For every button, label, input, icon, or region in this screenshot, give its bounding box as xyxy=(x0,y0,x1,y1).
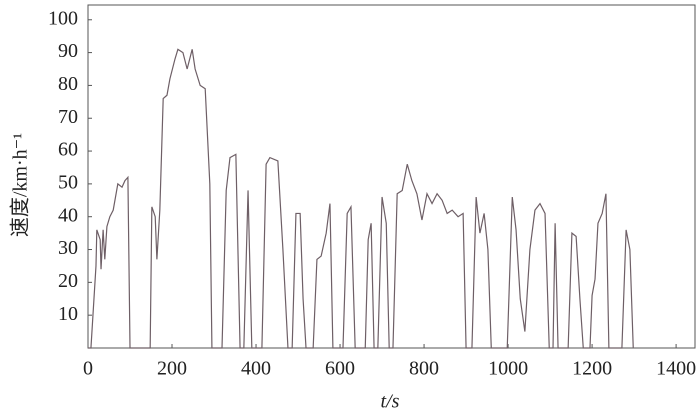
line-series xyxy=(88,48,634,349)
y-tick-label: 10 xyxy=(58,303,78,325)
plot-frame xyxy=(87,4,696,349)
y-tick-label: 40 xyxy=(58,204,78,226)
x-tick-label: 1400 xyxy=(656,358,696,380)
y-tick-label: 100 xyxy=(48,7,78,29)
y-tick-label: 20 xyxy=(58,270,78,292)
x-tick-label: 0 xyxy=(83,358,93,380)
y-tick-label: 70 xyxy=(58,106,78,128)
y-axis-label: 速度/km·h⁻¹ xyxy=(9,133,32,237)
x-tick-label: 1200 xyxy=(572,358,612,380)
y-tick-label: 80 xyxy=(58,73,78,95)
y-tick-label: 30 xyxy=(58,237,78,259)
x-tick-label: 600 xyxy=(325,358,355,380)
x-axis-label: t/s xyxy=(381,391,400,413)
x-tick-label: 400 xyxy=(241,358,271,380)
y-tick-label: 90 xyxy=(58,40,78,62)
x-tick-label: 800 xyxy=(409,358,439,380)
y-tick-label: 50 xyxy=(58,171,78,193)
y-tick-label: 60 xyxy=(58,139,78,161)
x-tick-label: 200 xyxy=(157,358,187,380)
x-tick-label: 1000 xyxy=(488,358,528,380)
